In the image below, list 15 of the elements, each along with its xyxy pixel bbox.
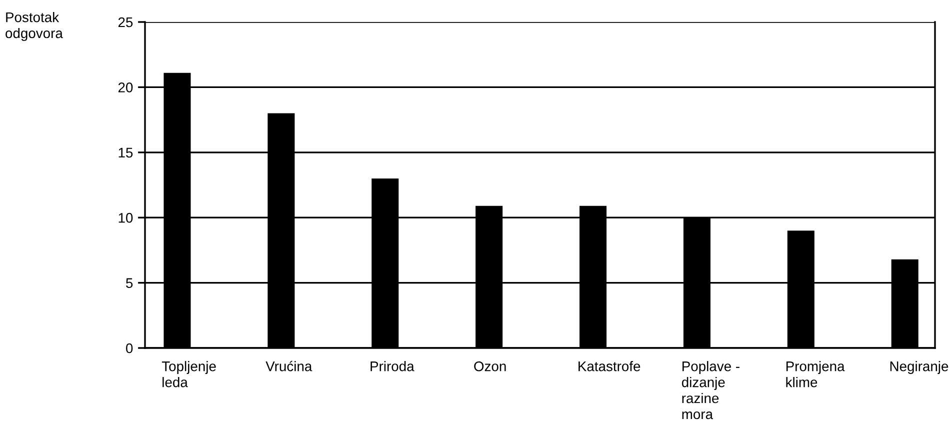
- y-tick-label: 0: [126, 343, 133, 354]
- y-tick-label: 20: [118, 82, 133, 92]
- x-tick-label: Ozon: [474, 361, 506, 372]
- x-tick-label: Promjena klime: [786, 361, 845, 388]
- y-axis-title: Postotak odgovora: [6, 12, 63, 41]
- y-tick-label: 15: [118, 148, 133, 158]
- y-tick-label: 25: [118, 17, 133, 28]
- x-tick-label: Topljenje leda: [162, 361, 216, 388]
- y-tick-label: 5: [126, 278, 133, 288]
- x-tick-label: Vrućina: [266, 360, 312, 372]
- x-tick-label: Poplave - dizanje razine mora: [682, 361, 740, 420]
- x-tick-label: Katastrofe: [578, 361, 640, 372]
- y-tick-label: 10: [118, 212, 133, 223]
- x-tick-label: Priroda: [370, 361, 414, 372]
- x-tick-label: Negiranje: [890, 361, 948, 374]
